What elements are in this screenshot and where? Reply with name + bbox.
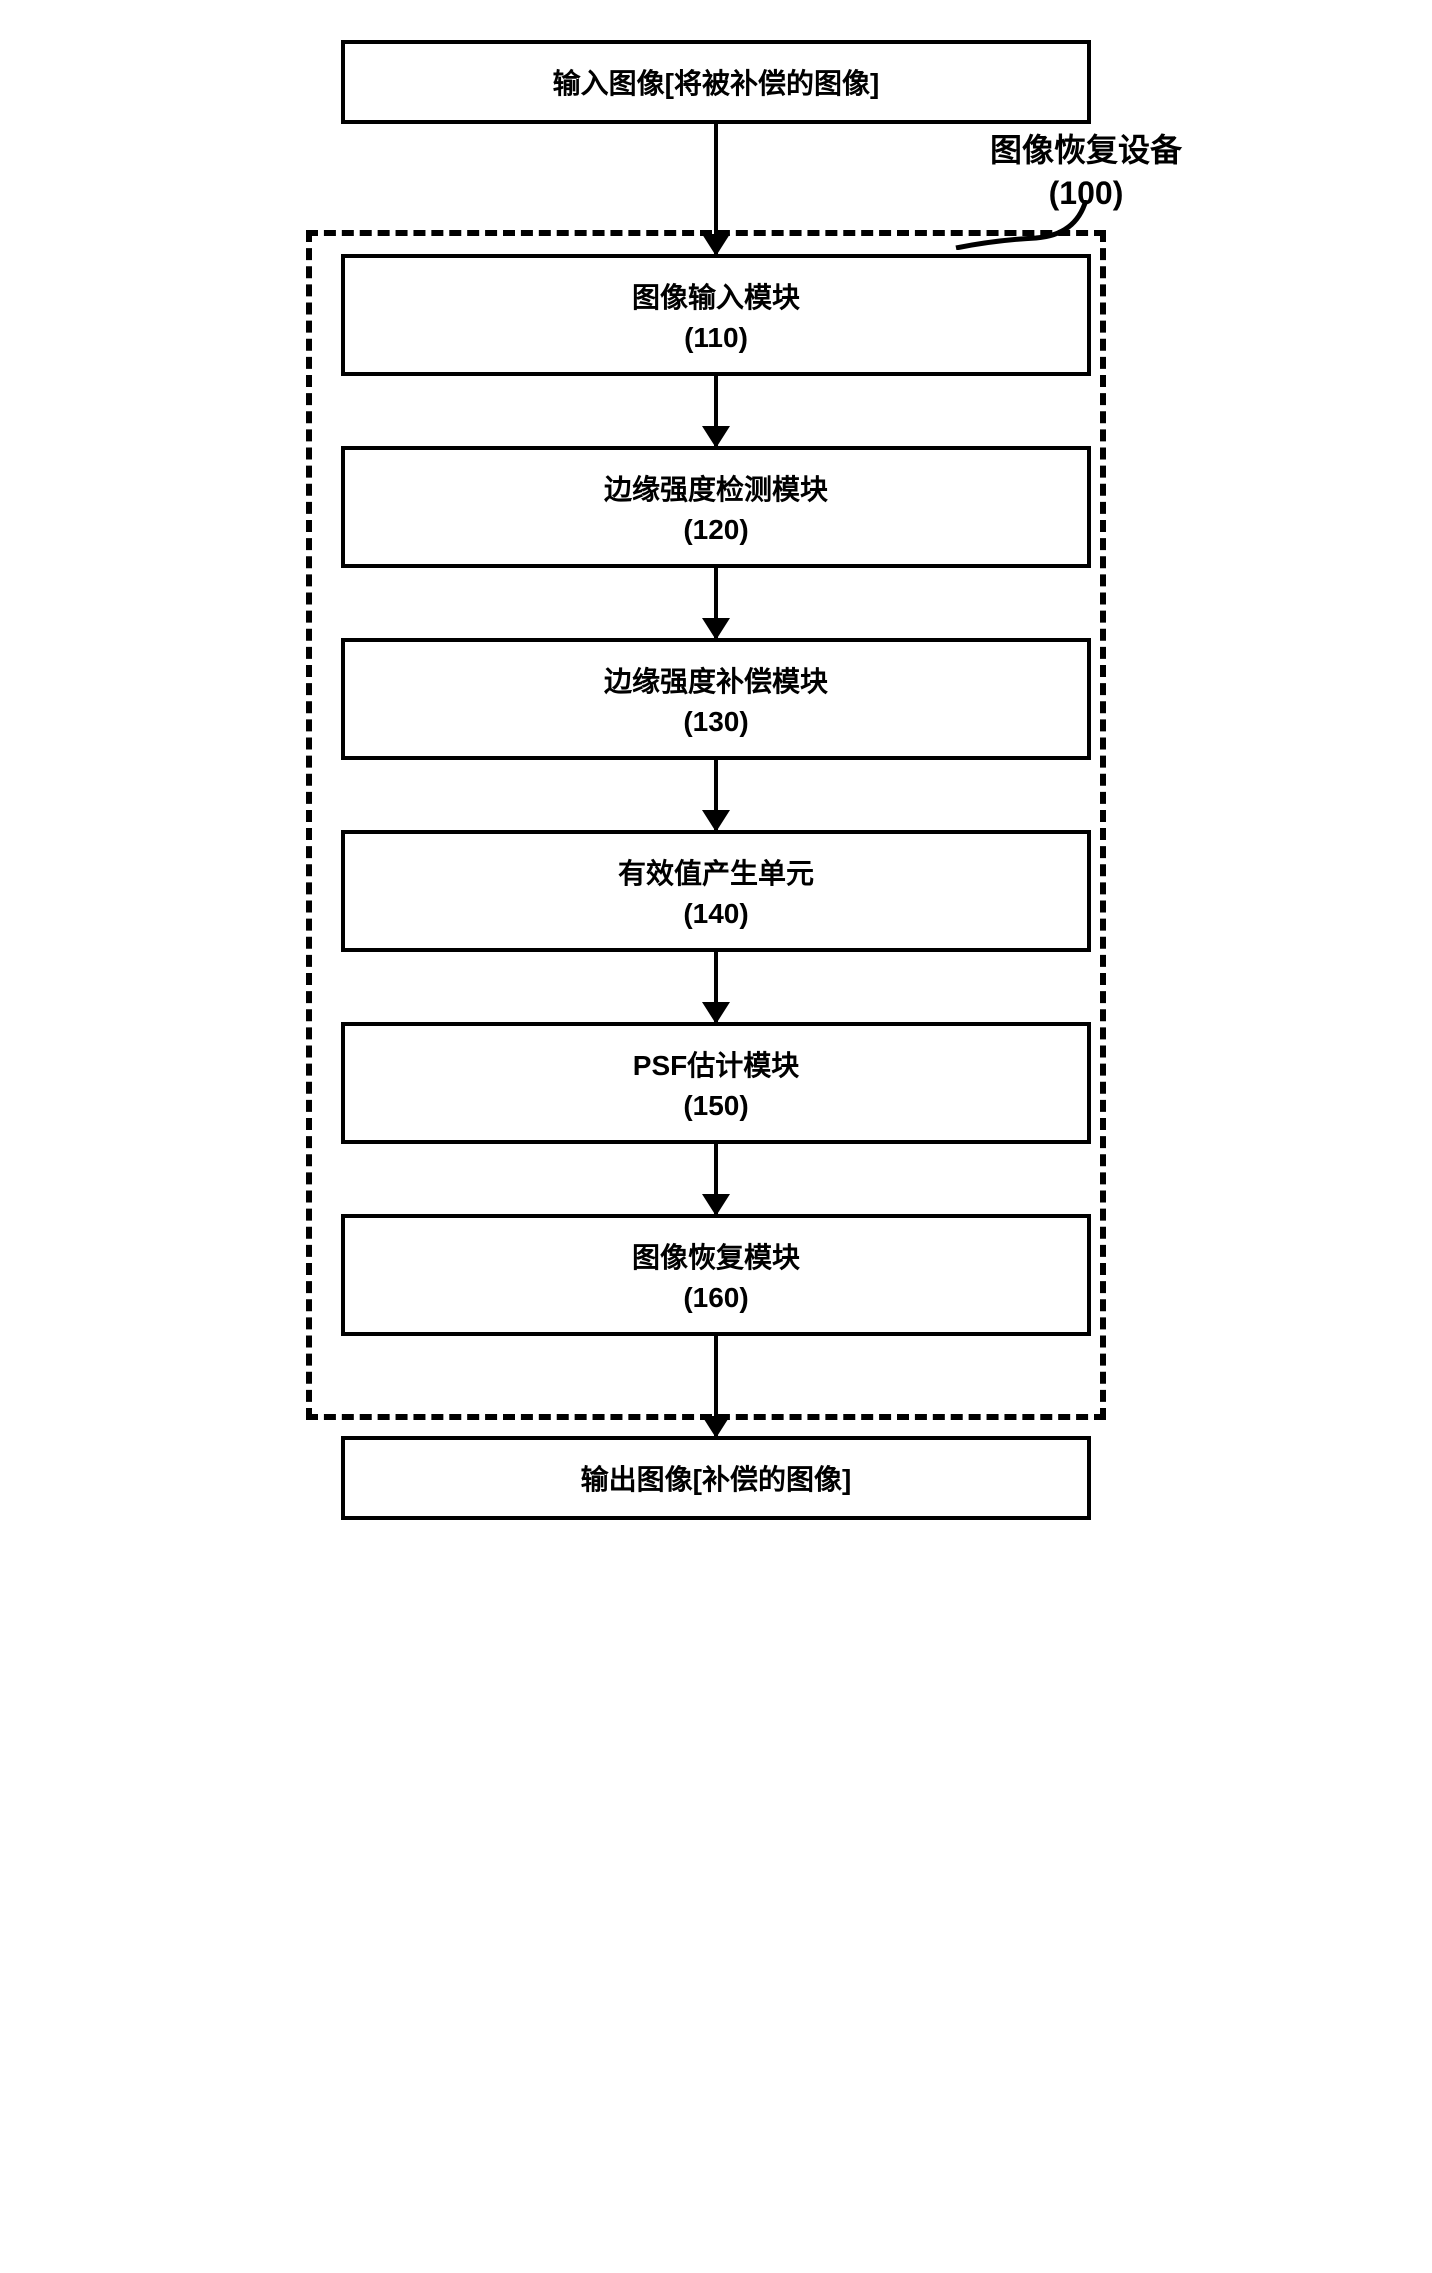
system-label: 图像恢复设备 (100) — [966, 125, 1206, 212]
arrow-input-to-110 — [714, 124, 718, 254]
module-120-number: (120) — [365, 514, 1067, 546]
arrow-150-to-160 — [714, 1144, 718, 1214]
module-130-box: 边缘强度补偿模块 (130) — [341, 638, 1091, 760]
module-140-box: 有效值产生单元 (140) — [341, 830, 1091, 952]
module-150-label: PSF估计模块 — [365, 1044, 1067, 1084]
module-130-label: 边缘强度补偿模块 — [365, 660, 1067, 700]
module-130-number: (130) — [365, 706, 1067, 738]
module-160-box: 图像恢复模块 (160) — [341, 1214, 1091, 1336]
input-label: 输入图像[将被补偿的图像] — [365, 62, 1067, 102]
output-box: 输出图像[补偿的图像] — [341, 1436, 1091, 1520]
output-label: 输出图像[补偿的图像] — [365, 1458, 1067, 1498]
flowchart-diagram: 图像恢复设备 (100) 输入图像[将被补偿的图像] 图像输入模块 (110) … — [266, 40, 1166, 1520]
arrow-140-to-150 — [714, 952, 718, 1022]
arrow-130-to-140 — [714, 760, 718, 830]
arrow-110-to-120 — [714, 376, 718, 446]
label-connector — [946, 200, 1106, 250]
module-120-label: 边缘强度检测模块 — [365, 468, 1067, 508]
input-box: 输入图像[将被补偿的图像] — [341, 40, 1091, 124]
system-label-text: 图像恢复设备 — [966, 125, 1206, 171]
module-140-number: (140) — [365, 898, 1067, 930]
module-150-box: PSF估计模块 (150) — [341, 1022, 1091, 1144]
arrow-160-to-output — [714, 1336, 718, 1436]
module-160-number: (160) — [365, 1282, 1067, 1314]
arrow-120-to-130 — [714, 568, 718, 638]
module-120-box: 边缘强度检测模块 (120) — [341, 446, 1091, 568]
module-110-box: 图像输入模块 (110) — [341, 254, 1091, 376]
module-140-label: 有效值产生单元 — [365, 852, 1067, 892]
module-110-label: 图像输入模块 — [365, 276, 1067, 316]
module-110-number: (110) — [365, 322, 1067, 354]
module-160-label: 图像恢复模块 — [365, 1236, 1067, 1276]
module-150-number: (150) — [365, 1090, 1067, 1122]
